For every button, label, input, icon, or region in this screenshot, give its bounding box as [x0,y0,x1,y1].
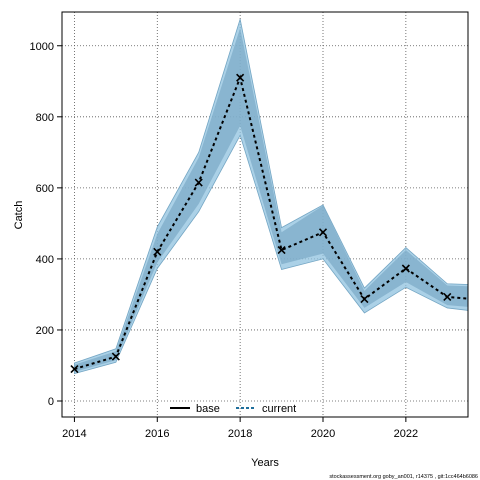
y-tick-label: 1000 [30,41,54,53]
y-tick-label: 200 [36,325,54,337]
data-point-marker [194,178,203,187]
data-point-marker [318,228,328,237]
marker-stroke [70,364,79,374]
marker-stroke [360,294,369,304]
data-point-marker [70,364,79,374]
x-tick-label: 2014 [62,428,86,440]
x-tick-label: 2020 [311,428,335,440]
y-tick-label: 0 [48,396,54,408]
marker-stroke [443,292,452,301]
y-tick-label: 600 [36,183,54,195]
data-point-marker [111,352,120,361]
plot-frame [61,11,469,418]
data-point-marker [360,294,369,304]
marker-stroke [401,264,410,273]
marker-stroke [277,245,286,255]
footnote: stockassessment.org goby_an001, r14375 ,… [329,474,478,480]
data-point-marker [277,245,286,255]
marker-stroke [236,73,245,82]
y-tick-label: 400 [36,254,54,266]
marker-stroke [318,228,328,237]
marker-stroke [153,247,162,256]
x-axis: 2014 2016 2018 2020 2022 [62,417,418,440]
x-tick-label: 2018 [228,428,252,440]
point-markers [70,73,452,374]
legend: base current [170,403,296,415]
y-tick-label: 800 [36,112,54,124]
data-point-marker [443,292,452,301]
current-inner-band [74,27,468,372]
data-point-marker [236,73,245,82]
marker-stroke [194,178,203,187]
data-point-marker [153,247,162,256]
y-axis-title: Catch [13,201,25,230]
y-axis: 0 200 400 600 800 1000 [30,41,62,408]
x-axis-title: Years [251,457,279,469]
legend-current-label: current [262,403,296,415]
legend-base-label: base [196,403,220,415]
x-tick-label: 2016 [145,428,169,440]
marker-stroke [111,352,120,361]
x-tick-label: 2022 [394,428,418,440]
data-point-marker [401,264,410,273]
